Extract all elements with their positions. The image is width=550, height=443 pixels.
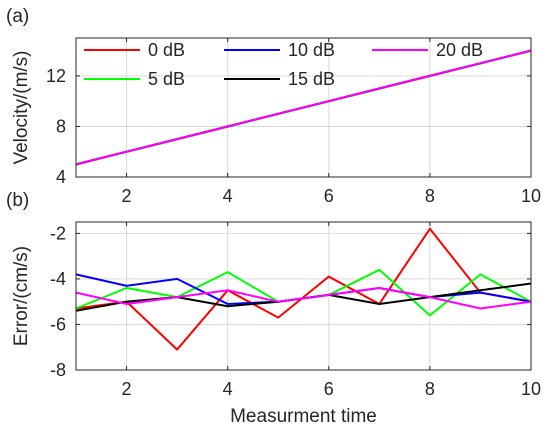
y-axis-label: Velocity/(m/s) (11, 50, 32, 164)
legend-label: 5 dB (148, 69, 185, 89)
series-line-20db (75, 49, 532, 166)
series-line-20db (75, 286, 532, 310)
x-tick-label: 4 (223, 379, 233, 399)
panel-label: (a) (6, 6, 29, 27)
y-tick-label: -2 (50, 223, 66, 243)
series-line-0db (75, 227, 532, 351)
x-tick-label: 6 (324, 186, 334, 206)
y-tick-label: -6 (50, 314, 66, 334)
x-tick-label: 10 (521, 186, 541, 206)
y-axis-label: Error/(cm/s) (11, 246, 32, 346)
x-tick-label: 2 (122, 379, 132, 399)
x-tick-label: 6 (324, 379, 334, 399)
panel-label: (b) (6, 190, 29, 211)
y-tick-label: -8 (50, 360, 66, 380)
y-tick-label: 8 (56, 116, 66, 136)
legend-label: 20 dB (436, 40, 483, 60)
plot-frame (75, 37, 532, 178)
x-tick-label: 10 (521, 379, 541, 399)
x-tick-label: 4 (223, 186, 233, 206)
x-axis-label: Measurment time (230, 406, 377, 427)
y-tick-label: 12 (46, 66, 66, 86)
legend-label: 0 dB (148, 40, 185, 60)
x-tick-label: 8 (425, 379, 435, 399)
plot-frame (75, 221, 532, 371)
x-tick-label: 8 (425, 186, 435, 206)
legend-label: 10 dB (288, 40, 335, 60)
y-tick-label: -4 (50, 269, 66, 289)
legend-label: 15 dB (288, 69, 335, 89)
x-tick-label: 2 (122, 186, 132, 206)
y-tick-label: 4 (56, 167, 66, 187)
